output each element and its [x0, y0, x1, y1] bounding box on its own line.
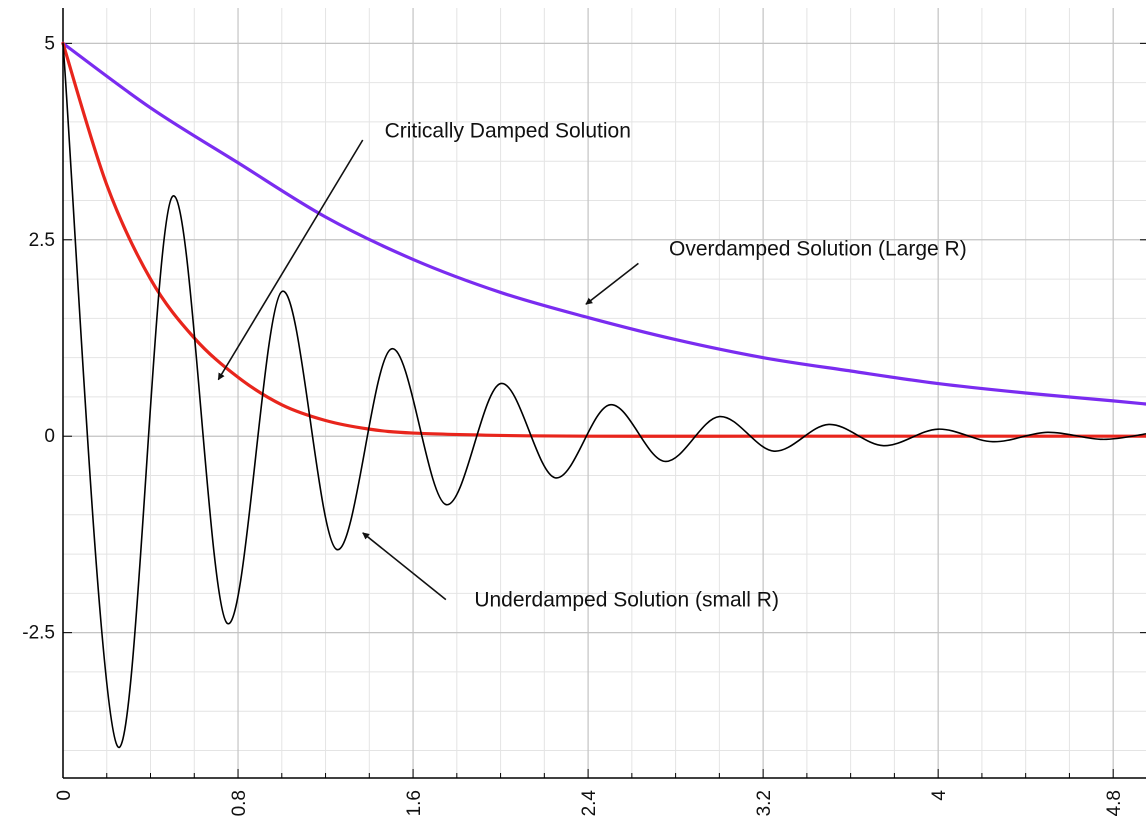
- overdamped-annotation-label: Overdamped Solution (Large R): [669, 238, 967, 261]
- y-tick-label: 0: [44, 426, 55, 447]
- critically-damped-annotation-arrow: [217, 139, 364, 381]
- y-tick-label: 5: [44, 33, 55, 54]
- tick-labels: 5 2.5 0 -2.5 0 0.8 1.6 2.4 3.2 4 4.8: [22, 33, 1125, 816]
- x-tick-label: 4.8: [1104, 790, 1125, 816]
- underdamped-curve: [62, 42, 1146, 748]
- x-tick-label: 3.2: [754, 790, 775, 816]
- x-tick-label: 1.6: [404, 790, 425, 816]
- overdamped-curve: [61, 41, 1146, 406]
- overdamped-annotation-arrow: [585, 262, 639, 305]
- critically-damped-annotation-label: Critically Damped Solution: [385, 120, 631, 143]
- grid: [62, 8, 1146, 778]
- x-tick-label: 4: [929, 790, 950, 801]
- x-tick-label: 0.8: [229, 790, 250, 816]
- x-tick-label: 2.4: [579, 790, 600, 817]
- y-tick-label: -2.5: [22, 623, 55, 644]
- y-tick-label: 2.5: [29, 230, 55, 251]
- axes: [62, 8, 1146, 779]
- underdamped-annotation-arrow: [362, 532, 447, 601]
- series-layer: [61, 41, 1146, 748]
- underdamped-annotation-label: Underdamped Solution (small R): [474, 589, 779, 612]
- x-tick-label: 0: [54, 790, 75, 801]
- critically-damped-curve: [61, 41, 1146, 438]
- annotations: Critically Damped Solution Overdamped Sol…: [217, 120, 967, 612]
